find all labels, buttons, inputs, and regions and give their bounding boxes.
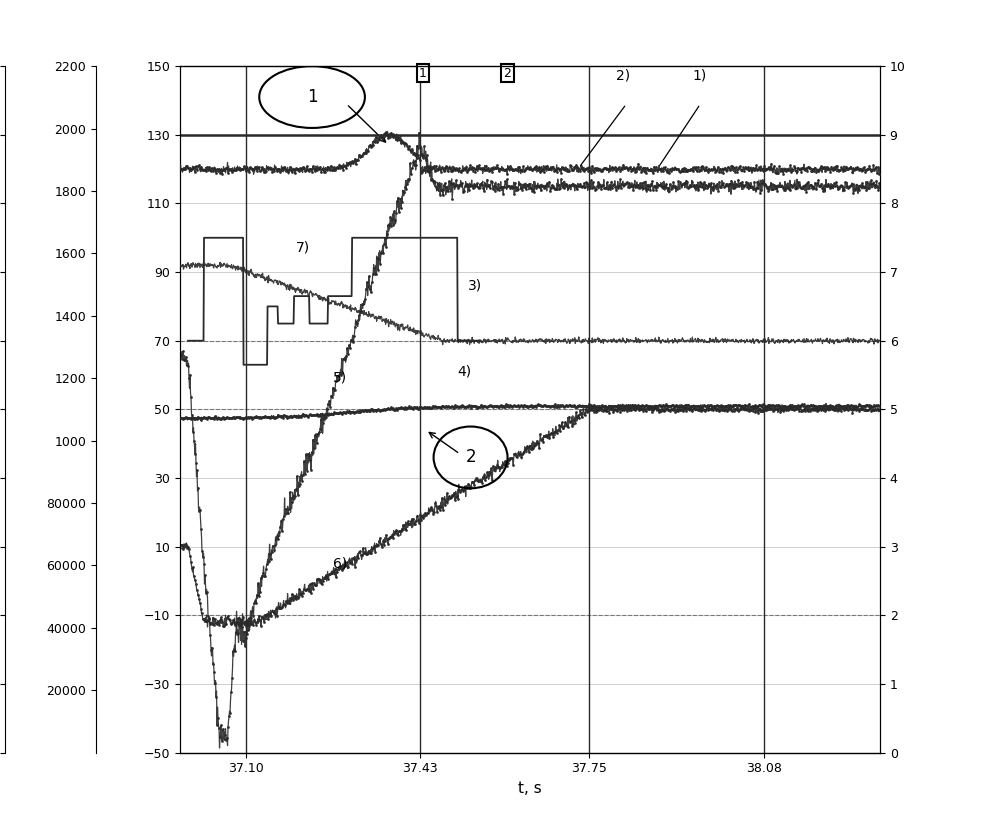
Text: 5): 5) — [333, 370, 347, 385]
Text: 6): 6) — [333, 557, 347, 571]
Text: 2: 2 — [465, 448, 476, 466]
Text: 1: 1 — [419, 66, 427, 79]
Text: 2: 2 — [504, 66, 511, 79]
X-axis label: t, s: t, s — [518, 781, 542, 796]
Text: 3): 3) — [468, 278, 482, 292]
Text: 1): 1) — [692, 69, 707, 83]
Text: 4): 4) — [457, 364, 471, 378]
Text: 7): 7) — [296, 241, 310, 255]
Text: 1: 1 — [307, 88, 317, 106]
Text: 2): 2) — [616, 69, 630, 83]
